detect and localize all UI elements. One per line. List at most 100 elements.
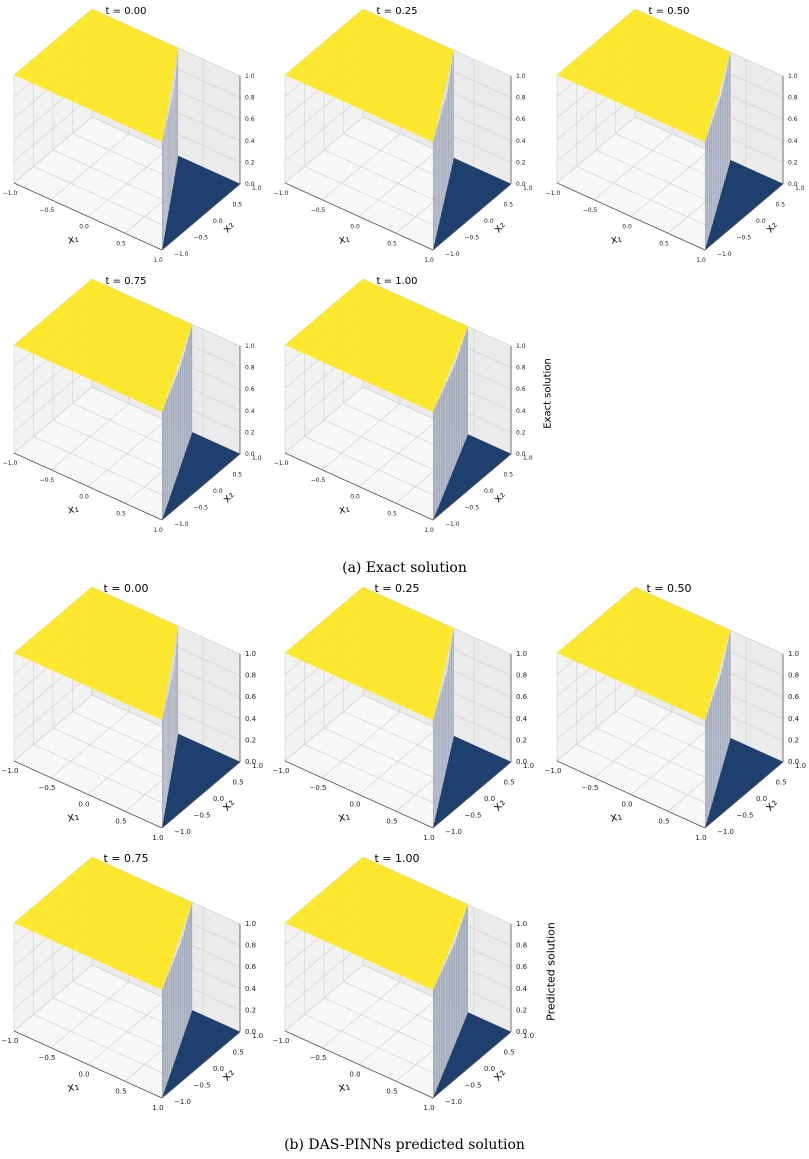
surface-low	[705, 160, 783, 250]
surface-high	[285, 857, 468, 990]
subplot-title: t = 0.75	[106, 276, 147, 287]
axis-x2	[704, 183, 784, 251]
tick-label-z: 0.8	[516, 672, 527, 680]
tick-label-z: 0.4	[245, 408, 255, 415]
tick-label-z: 0.4	[516, 985, 528, 993]
tick-label-x1: 1.0	[696, 257, 706, 264]
tick-label-z: 0.4	[245, 985, 257, 993]
tick-label-z: 0.0	[516, 1028, 527, 1036]
tick-label-x1: 1.0	[153, 527, 163, 534]
tick-label-x2: 0.0	[213, 1065, 224, 1073]
surface-high	[14, 9, 179, 142]
tick-label-x1: 0.5	[115, 1087, 126, 1095]
axis-label-x1: x₁	[610, 232, 623, 247]
side-label-exact: Exact solution	[542, 358, 554, 429]
tick-label-z: 0.6	[788, 116, 798, 123]
axis-x2	[161, 761, 241, 829]
tick-label-z: 0.8	[245, 672, 256, 680]
tick-label-x1: −1.0	[2, 767, 19, 775]
axis-label-x1: x₁	[67, 232, 80, 247]
tick-label-x2: 0.0	[756, 218, 766, 225]
caption-b: (b) DAS-PINNs predicted solution	[284, 1137, 525, 1153]
tick-label-x1: 0.5	[387, 510, 397, 517]
tick-label-z: 1.0	[516, 650, 527, 658]
axis-label-x1: x₁	[609, 808, 624, 824]
axis-x1	[284, 182, 434, 251]
tick-label-x1: 0.0	[350, 224, 360, 231]
axis-x1	[13, 452, 163, 521]
surface-low	[433, 157, 511, 250]
tick-label-z: 0.0	[516, 758, 527, 766]
subplot-9: −1.0−0.50.00.51.0−1.0−0.50.00.51.00.00.2…	[2, 856, 263, 1112]
axis-x2	[432, 1031, 512, 1099]
tick-label-x2: 0.0	[213, 488, 223, 495]
subplot-10: −1.0−0.50.00.51.0−1.0−0.50.00.51.00.00.2…	[273, 856, 534, 1112]
subplot-title: t = 1.00	[374, 852, 419, 865]
tick-label-x1: −0.5	[310, 1054, 327, 1062]
subplot-4: −1.0−0.50.00.51.0−1.0−0.50.00.51.00.00.2…	[3, 278, 262, 534]
tick-label-x2: −1.0	[717, 251, 732, 258]
surface-low	[162, 432, 240, 520]
tick-label-x1: −0.5	[39, 1054, 56, 1062]
tick-label-x2: 0.0	[213, 795, 224, 803]
tick-label-x2: 0.0	[484, 218, 494, 225]
tick-label-z: 0.8	[245, 942, 256, 950]
surface-high	[14, 587, 179, 720]
tick-label-x1: 1.0	[152, 1104, 163, 1112]
tick-label-x2: −0.5	[465, 235, 480, 242]
tick-label-x1: 0.0	[622, 224, 632, 231]
tick-label-z: 0.4	[245, 715, 257, 723]
tick-label-z: 1.0	[245, 73, 255, 80]
subplot-title: t = 0.75	[103, 852, 148, 865]
axis-x1	[556, 760, 706, 829]
tick-label-z: 0.2	[516, 159, 526, 166]
tick-label-x2: −1.0	[717, 828, 734, 836]
subplot-2: −1.0−0.50.00.51.0−1.0−0.50.00.51.00.00.2…	[274, 8, 533, 264]
tick-label-z: 0.2	[788, 736, 799, 744]
axis-label-x1: x₁	[338, 502, 351, 517]
tick-label-x2: 0.0	[484, 488, 494, 495]
tick-label-x1: −0.5	[39, 784, 56, 792]
subplot-title: t = 0.25	[377, 6, 418, 17]
tick-label-z: 1.0	[788, 73, 798, 80]
axis-x2	[161, 453, 241, 521]
tick-label-x1: 0.5	[116, 240, 126, 247]
tick-label-x1: 0.0	[79, 494, 89, 501]
tick-label-x2: 0.5	[504, 472, 514, 479]
tick-label-x1: −1.0	[2, 1037, 19, 1045]
tick-label-z: 0.0	[788, 758, 799, 766]
tick-label-z: 0.8	[516, 942, 527, 950]
surface-high	[557, 9, 731, 142]
tick-label-z: 0.4	[516, 408, 526, 415]
tick-label-z: 0.0	[245, 758, 256, 766]
tick-label-x1: −0.5	[40, 207, 55, 214]
tick-label-x2: 1.0	[252, 455, 262, 462]
surface-low	[705, 738, 783, 828]
surface-low	[162, 155, 240, 250]
subplot-3: −1.0−0.50.00.51.0−1.0−0.50.00.51.00.00.2…	[546, 8, 805, 264]
tick-label-x2: −1.0	[174, 1098, 191, 1106]
tick-label-x2: 0.5	[504, 202, 514, 209]
tick-label-x1: 0.5	[658, 817, 669, 825]
tick-label-z: 0.8	[245, 365, 255, 372]
tick-label-z: 0.4	[516, 715, 528, 723]
tick-label-x1: 1.0	[153, 257, 163, 264]
tick-label-x2: 1.0	[252, 1032, 263, 1040]
tick-label-x2: −1.0	[445, 828, 462, 836]
axis-x1	[284, 1030, 434, 1099]
tick-label-x2: −0.5	[465, 505, 480, 512]
tick-label-x1: 1.0	[424, 527, 434, 534]
tick-label-x1: 0.0	[78, 1071, 89, 1079]
tick-label-z: 0.0	[245, 181, 255, 188]
tick-label-x2: 0.0	[484, 1065, 495, 1073]
axis-x1	[13, 1030, 163, 1099]
tick-label-x2: −0.5	[194, 1082, 211, 1090]
tick-label-z: 0.0	[245, 1028, 256, 1036]
tick-label-x2: 0.5	[776, 202, 786, 209]
tick-label-x2: −0.5	[465, 812, 482, 820]
tick-label-x2: 1.0	[523, 455, 533, 462]
tick-label-x2: 1.0	[523, 185, 533, 192]
tick-label-x2: 1.0	[523, 762, 534, 770]
tick-label-x2: 1.0	[523, 1032, 534, 1040]
